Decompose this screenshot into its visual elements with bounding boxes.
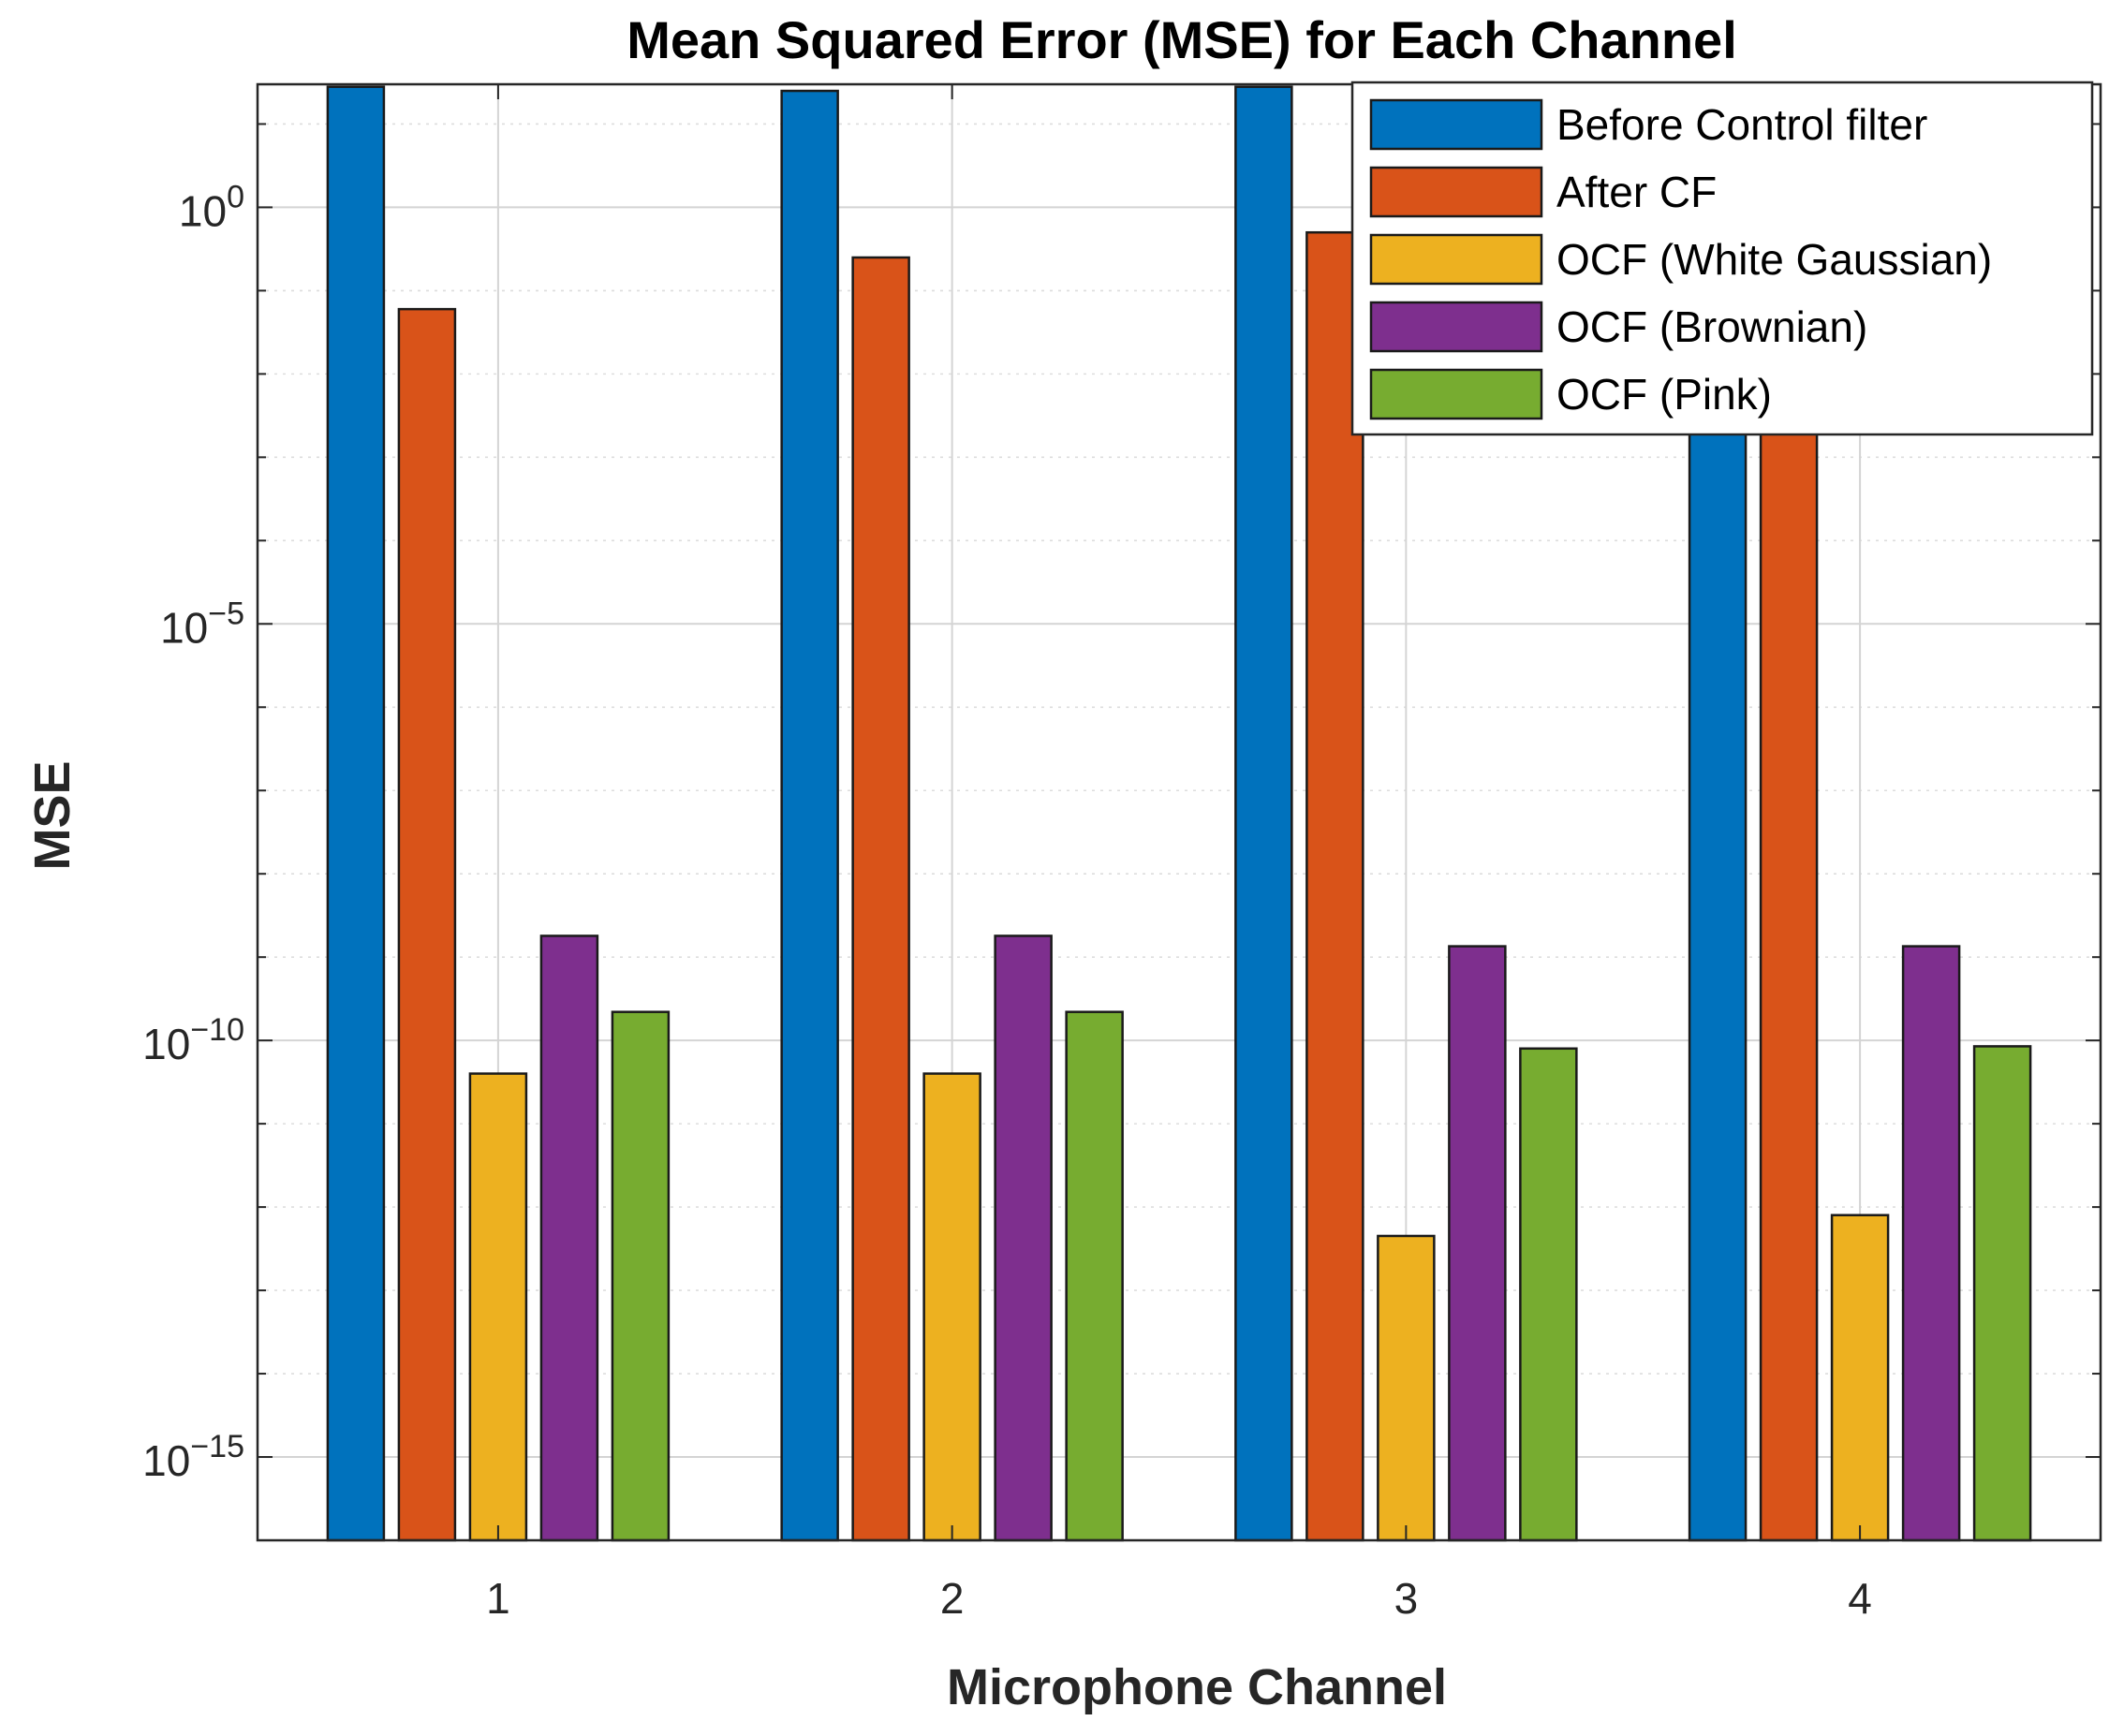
bar-2-channel-4 — [1759, 314, 1819, 1542]
bar-4-channel-4 — [1901, 945, 1961, 1542]
legend-swatch-4 — [1369, 301, 1543, 353]
y-tick-label: 100 — [179, 179, 244, 235]
bar-4-channel-1 — [539, 934, 599, 1542]
bar-5-channel-1 — [611, 1010, 671, 1542]
bar-2-channel-2 — [851, 256, 910, 1542]
bar-4-channel-2 — [994, 934, 1053, 1542]
y-axis-label: MSE — [24, 760, 81, 870]
bar-4-channel-3 — [1448, 945, 1507, 1542]
bar-5-channel-4 — [1972, 1045, 2032, 1542]
legend-entry-1: Before Control filter — [1556, 100, 1927, 149]
x-tick-label: 1 — [486, 1574, 510, 1623]
bar-1-channel-3 — [1234, 85, 1293, 1542]
plot-area-frame — [256, 82, 2102, 1542]
bar-1-channel-1 — [326, 85, 386, 1542]
legend-entry-5: OCF (Pink) — [1556, 370, 1772, 419]
bar-3-channel-4 — [1830, 1214, 1890, 1542]
bar-2-channel-3 — [1305, 230, 1364, 1542]
legend-swatch-2 — [1369, 166, 1543, 218]
legend-swatch-1 — [1369, 98, 1543, 151]
legend-entry-2: After CF — [1556, 168, 1717, 216]
x-axis-label: Microphone Channel — [947, 1659, 1447, 1715]
bar-1-channel-4 — [1688, 314, 1748, 1542]
legend: Before Control filter After CF OCF (White … — [1350, 81, 2094, 436]
bar-3-channel-3 — [1377, 1234, 1436, 1542]
legend-entry-3: OCF (White Gaussian) — [1556, 235, 1992, 284]
x-tick-label: 3 — [1394, 1574, 1419, 1623]
bar-3-channel-1 — [468, 1072, 528, 1542]
legend-swatch-5 — [1369, 368, 1543, 420]
legend-entry-4: OCF (Brownian) — [1556, 302, 1867, 351]
bar-1-channel-2 — [780, 89, 839, 1542]
bar-2-channel-1 — [397, 307, 457, 1542]
bar-5-channel-2 — [1065, 1010, 1124, 1542]
y-tick-label: 10−5 — [160, 596, 244, 652]
x-tick-label: 4 — [1848, 1574, 1872, 1623]
legend-swatch-3 — [1369, 233, 1543, 286]
axis-ticks: 100 10−5 10−10 10−15 1 2 3 4 — [142, 84, 2101, 1623]
bars — [326, 85, 2032, 1542]
x-tick-label: 2 — [940, 1574, 965, 1623]
bar-5-channel-3 — [1519, 1047, 1578, 1542]
y-tick-label: 10−15 — [142, 1429, 244, 1485]
chart-title: Mean Squared Error (MSE) for Each Channe… — [627, 10, 1737, 69]
y-tick-label: 10−10 — [142, 1012, 244, 1068]
bar-3-channel-2 — [922, 1072, 981, 1542]
